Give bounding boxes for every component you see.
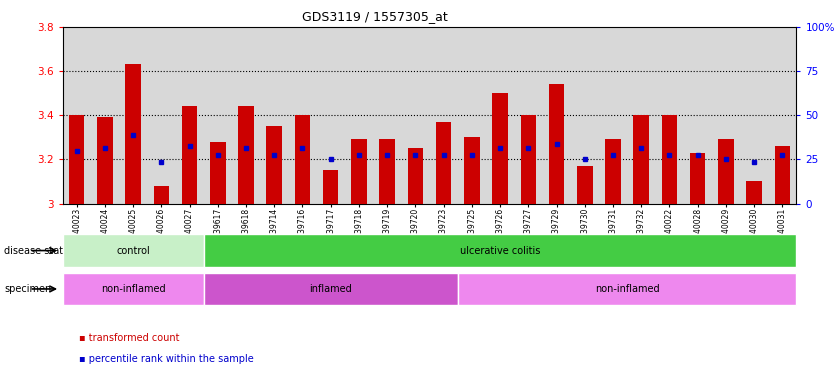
Bar — [260, 27, 289, 204]
Bar — [91, 27, 119, 204]
Bar — [464, 137, 480, 204]
Bar — [684, 27, 711, 204]
Text: non-inflamed: non-inflamed — [595, 284, 660, 294]
Bar — [520, 115, 536, 204]
Bar — [373, 27, 401, 204]
Bar — [605, 139, 620, 204]
Bar — [323, 170, 339, 204]
Bar — [401, 27, 430, 204]
Text: non-inflamed: non-inflamed — [101, 284, 165, 294]
Text: ▪ percentile rank within the sample: ▪ percentile rank within the sample — [79, 354, 254, 364]
Bar — [775, 146, 790, 204]
Bar — [542, 27, 570, 204]
Bar — [408, 148, 423, 204]
Bar — [634, 115, 649, 204]
Bar — [486, 27, 515, 204]
Bar — [267, 126, 282, 204]
Bar — [69, 115, 84, 204]
Bar — [458, 27, 486, 204]
Bar — [203, 27, 232, 204]
Bar — [740, 27, 768, 204]
Bar — [661, 115, 677, 204]
Text: disease state: disease state — [4, 245, 69, 256]
Bar — [153, 186, 169, 204]
Bar — [599, 27, 627, 204]
Bar — [718, 139, 734, 204]
Text: specimen: specimen — [4, 284, 52, 294]
Bar — [570, 27, 599, 204]
Text: ▪ transformed count: ▪ transformed count — [79, 333, 180, 343]
Bar — [351, 139, 367, 204]
Bar — [690, 153, 706, 204]
Bar — [289, 27, 317, 204]
Bar — [175, 27, 203, 204]
Bar — [182, 106, 198, 204]
Text: inflamed: inflamed — [309, 284, 352, 294]
Bar — [711, 27, 740, 204]
Bar — [627, 27, 656, 204]
Bar — [746, 181, 762, 204]
Bar — [63, 27, 91, 204]
Bar — [294, 115, 310, 204]
Bar — [344, 27, 373, 204]
Bar — [656, 27, 684, 204]
Bar — [515, 27, 542, 204]
Bar — [379, 139, 395, 204]
Bar — [430, 27, 458, 204]
Bar — [148, 27, 175, 204]
Bar — [125, 65, 141, 204]
Text: ulcerative colitis: ulcerative colitis — [460, 245, 540, 256]
Bar — [97, 118, 113, 204]
Bar — [436, 122, 451, 204]
Bar — [210, 142, 225, 204]
Bar — [549, 84, 565, 204]
Text: control: control — [116, 245, 150, 256]
Bar — [317, 27, 344, 204]
Text: GDS3119 / 1557305_at: GDS3119 / 1557305_at — [303, 10, 448, 23]
Bar — [239, 106, 254, 204]
Bar — [492, 93, 508, 204]
Bar — [119, 27, 148, 204]
Bar — [232, 27, 260, 204]
Bar — [577, 166, 592, 204]
Bar — [768, 27, 796, 204]
